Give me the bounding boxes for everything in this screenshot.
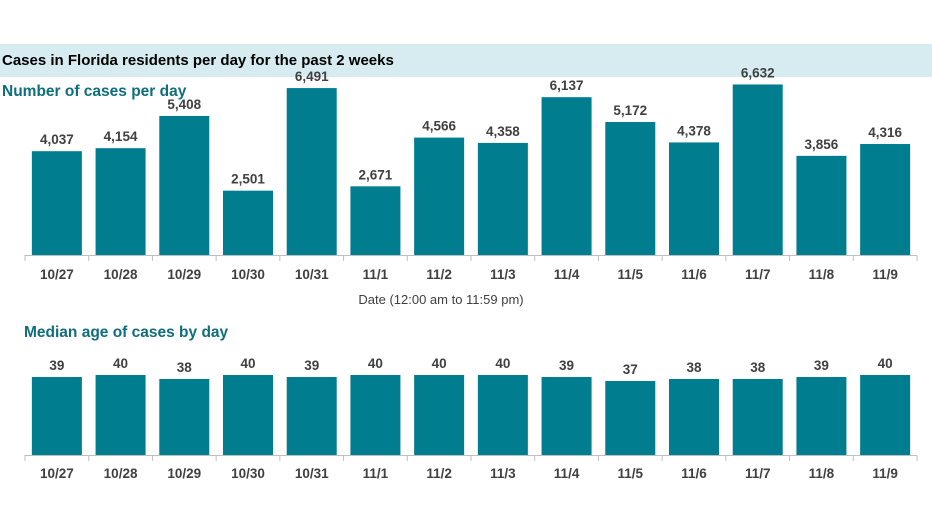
age-x-tick-label: 10/30: [231, 466, 265, 481]
cases-bar: [31, 151, 82, 255]
age-data-label: 40: [240, 356, 255, 371]
age-data-label: 40: [113, 356, 128, 371]
cases-x-tick-label: 11/5: [618, 267, 644, 282]
cases-bar: [223, 190, 273, 255]
age-data-label: 39: [559, 358, 574, 373]
cases-data-label: 6,632: [741, 65, 775, 80]
age-chart-title: Median age of cases by day: [24, 324, 229, 341]
age-x-tick-label: 11/1: [363, 466, 389, 481]
cases-x-tick-label: 11/4: [554, 267, 580, 282]
cases-bar: [477, 142, 528, 255]
cases-bar: [796, 155, 847, 255]
cases-bar: [286, 88, 337, 256]
cases-bar: [159, 115, 210, 256]
cases-data-label: 3,856: [805, 137, 839, 152]
cases-x-tick-label: 11/1: [363, 267, 389, 282]
cases-bar: [350, 186, 401, 255]
age-bar: [732, 379, 783, 455]
cases-x-tick-label: 11/3: [490, 267, 516, 282]
cases-x-tick-label: 10/30: [231, 267, 265, 282]
cases-data-label: 2,501: [231, 172, 265, 187]
age-data-label: 37: [623, 362, 638, 377]
age-bar: [669, 379, 719, 455]
cases-data-label: 6,137: [550, 78, 584, 93]
age-x-tick-label: 11/9: [872, 466, 898, 481]
age-data-label: 39: [304, 358, 319, 373]
cases-data-label: 4,378: [677, 123, 711, 138]
age-x-tick-label: 10/31: [295, 466, 329, 481]
age-bar: [796, 377, 847, 455]
cases-bar: [860, 144, 911, 255]
cases-x-tick-label: 10/27: [40, 267, 74, 282]
cases-x-tick-label: 11/8: [809, 267, 835, 282]
age-data-label: 38: [750, 360, 766, 375]
age-bar: [860, 375, 911, 455]
cases-data-label: 4,316: [868, 125, 902, 140]
age-data-label: 40: [495, 356, 510, 371]
age-x-tick-label: 11/3: [490, 466, 516, 481]
age-bar: [159, 379, 210, 455]
age-data-label: 39: [814, 358, 829, 373]
cases-x-tick-label: 11/2: [426, 267, 452, 282]
age-x-tick-label: 10/28: [104, 466, 138, 481]
cases-x-axis-title: Date (12:00 am to 11:59 pm): [358, 292, 523, 307]
age-bar: [223, 375, 273, 455]
cases-data-label: 6,491: [295, 69, 329, 84]
cases-data-label: 4,037: [40, 132, 74, 147]
age-bar: [286, 377, 337, 455]
cases-data-label: 2,671: [359, 167, 393, 182]
age-bar: [477, 375, 528, 455]
cases-x-tick-label: 11/9: [872, 267, 898, 282]
age-x-tick-label: 11/2: [426, 466, 452, 481]
age-bar: [31, 377, 82, 455]
age-bar: [414, 375, 465, 455]
cases-x-tick-label: 11/7: [745, 267, 771, 282]
header-title: Cases in Florida residents per day for t…: [2, 52, 394, 69]
cases-data-label: 5,408: [167, 97, 201, 112]
age-bar: [541, 377, 592, 455]
cases-bar: [605, 122, 656, 256]
cases-chart-title: Number of cases per day: [2, 83, 187, 100]
age-x-tick-label: 11/8: [809, 466, 835, 481]
cases-data-label: 4,566: [422, 119, 456, 134]
age-x-tick-label: 10/29: [167, 466, 201, 481]
cases-data-label: 4,154: [104, 129, 138, 144]
cases-bar: [732, 84, 783, 255]
cases-data-label: 4,358: [486, 124, 520, 139]
cases-x-tick-label: 10/29: [167, 267, 201, 282]
age-x-tick-label: 10/27: [40, 466, 74, 481]
age-x-tick-label: 11/4: [554, 466, 580, 481]
header-band: Cases in Florida residents per day for t…: [0, 44, 932, 77]
cases-data-label: 5,172: [613, 103, 647, 118]
age-data-label: 38: [177, 360, 193, 375]
cases-bar: [95, 148, 146, 255]
age-data-label: 40: [878, 356, 893, 371]
cases-bar: [541, 97, 592, 255]
age-bar: [605, 381, 656, 455]
age-bar: [95, 375, 146, 455]
cases-x-tick-label: 10/28: [104, 267, 138, 282]
age-data-label: 40: [368, 356, 383, 371]
age-data-label: 40: [432, 356, 447, 371]
age-x-tick-label: 11/7: [745, 466, 771, 481]
cases-bar: [669, 142, 719, 255]
cases-x-tick-label: 11/6: [681, 267, 707, 282]
cases-bar: [414, 137, 465, 255]
cases-x-tick-label: 10/31: [295, 267, 329, 282]
age-data-label: 38: [686, 360, 702, 375]
age-data-label: 39: [49, 358, 64, 373]
age-x-tick-label: 11/6: [681, 466, 707, 481]
age-bar: [350, 375, 401, 455]
age-x-tick-label: 11/5: [618, 466, 644, 481]
